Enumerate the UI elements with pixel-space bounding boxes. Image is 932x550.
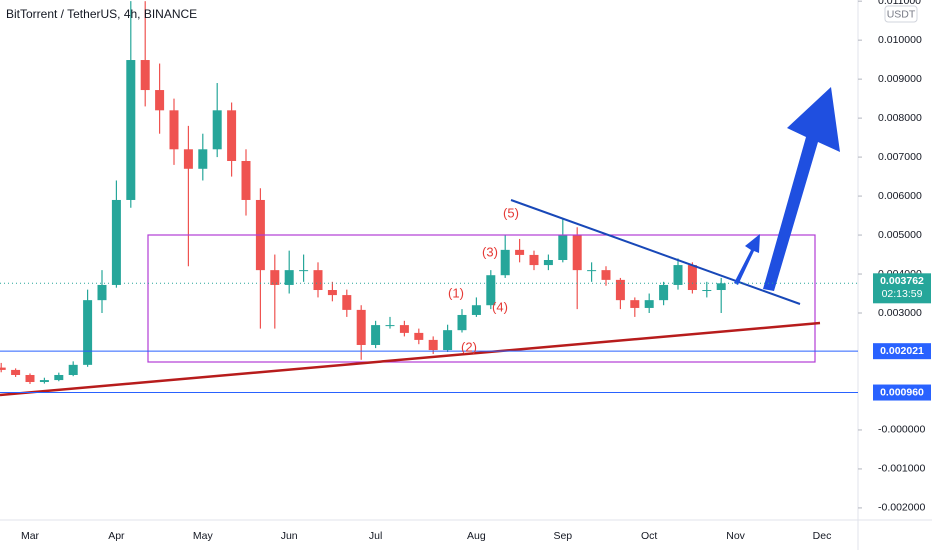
- range-box: [147, 234, 816, 363]
- x-tick-label: May: [193, 530, 214, 542]
- x-tick-label: Nov: [726, 530, 745, 542]
- candle-body: [702, 290, 712, 292]
- x-tick-label: Jul: [369, 530, 382, 542]
- candle-body: [327, 290, 337, 296]
- plot-area: [0, 1, 726, 384]
- wave-label: (3): [482, 244, 498, 259]
- candle-body: [39, 380, 49, 383]
- level-label-box: [873, 384, 931, 401]
- candle-body: [68, 364, 78, 375]
- candle-body: [241, 160, 251, 200]
- candle-body: [83, 300, 93, 365]
- candle-body: [169, 110, 179, 150]
- candle-body: [716, 283, 726, 291]
- y-tick-label: 0.010000: [878, 34, 922, 46]
- y-tick-label: 0.011000: [878, 0, 921, 7]
- level-label: 0.002021: [880, 345, 924, 357]
- candle-body: [356, 309, 366, 345]
- last-price-box: [873, 273, 931, 304]
- trend-line: [510, 199, 801, 305]
- support-line: [0, 321, 821, 397]
- candle-body: [284, 270, 294, 285]
- candle-body: [428, 339, 438, 351]
- candle-body: [97, 284, 107, 301]
- last-price-label: 0.003762: [880, 275, 924, 287]
- x-tick-label: Aug: [467, 530, 486, 542]
- candle-body: [270, 270, 280, 285]
- x-tick-label: Dec: [813, 530, 832, 542]
- y-tick-label: 0.005000: [878, 229, 922, 241]
- candle-body: [414, 332, 424, 340]
- candle-body: [587, 270, 597, 272]
- candle-body: [313, 270, 323, 291]
- y-tick-label: 0.007000: [878, 151, 922, 163]
- candle-body: [54, 374, 64, 381]
- candle-body: [227, 110, 237, 161]
- y-tick-label: -0.002000: [878, 502, 925, 514]
- level-label-box: [873, 343, 931, 360]
- candle-body: [111, 199, 121, 285]
- y-tick-label: -0.000000: [878, 424, 925, 436]
- big-arrow: [763, 87, 840, 291]
- y-tick-label: 0.006000: [878, 190, 922, 202]
- candle-body: [342, 295, 352, 310]
- x-tick-label: Mar: [21, 530, 40, 542]
- candle-body: [0, 367, 6, 370]
- currency: USDT: [887, 8, 916, 20]
- candle-body: [515, 249, 525, 255]
- candle-body: [529, 254, 539, 266]
- y-tick-label: 0.009000: [878, 73, 922, 85]
- candle-body: [212, 110, 222, 150]
- y-tick-label: 0.008000: [878, 112, 922, 124]
- countdown: 02:13:59: [882, 288, 923, 300]
- wave-label: (1): [448, 285, 464, 300]
- candle-body: [644, 300, 654, 308]
- candle-body: [25, 374, 35, 383]
- candle-body: [443, 330, 453, 351]
- candle-body: [543, 260, 553, 266]
- candle-body: [140, 60, 150, 91]
- y-tick-label: 0.003000: [878, 307, 922, 319]
- candle-body: [385, 325, 395, 327]
- candle-body: [673, 265, 683, 285]
- wave-label: (4): [492, 299, 508, 314]
- candle-body: [601, 270, 611, 280]
- chart-title: BitTorrent / TetherUS, 4h, BINANCE: [6, 7, 197, 21]
- candle-body: [299, 270, 309, 272]
- candle-body: [126, 60, 136, 200]
- wave-label: (2): [461, 339, 477, 354]
- candle-body: [630, 300, 640, 308]
- candle-body: [11, 369, 21, 375]
- x-tick-label: Oct: [641, 530, 657, 542]
- level-label: 0.000960: [880, 386, 924, 398]
- candle-body: [198, 149, 208, 169]
- candle-body: [659, 284, 669, 301]
- candle-body: [471, 305, 481, 315]
- candle-body: [572, 235, 582, 271]
- candle-body: [500, 249, 510, 276]
- candle-body: [371, 325, 381, 345]
- small-arrow: [734, 234, 760, 285]
- currency-box[interactable]: [884, 5, 918, 23]
- x-tick-label: Sep: [553, 530, 572, 542]
- candle-body: [457, 314, 467, 331]
- x-tick-label: Apr: [108, 530, 125, 542]
- candle-body: [155, 90, 165, 111]
- candle-body: [615, 279, 625, 301]
- candle-body: [399, 325, 409, 333]
- candle-body: [183, 149, 193, 169]
- candle-body: [486, 275, 496, 306]
- wave-label: (5): [503, 205, 519, 220]
- y-tick-label: -0.001000: [878, 463, 925, 475]
- candle-body: [558, 235, 568, 260]
- candle-body: [687, 265, 697, 291]
- x-tick-label: Jun: [281, 530, 298, 542]
